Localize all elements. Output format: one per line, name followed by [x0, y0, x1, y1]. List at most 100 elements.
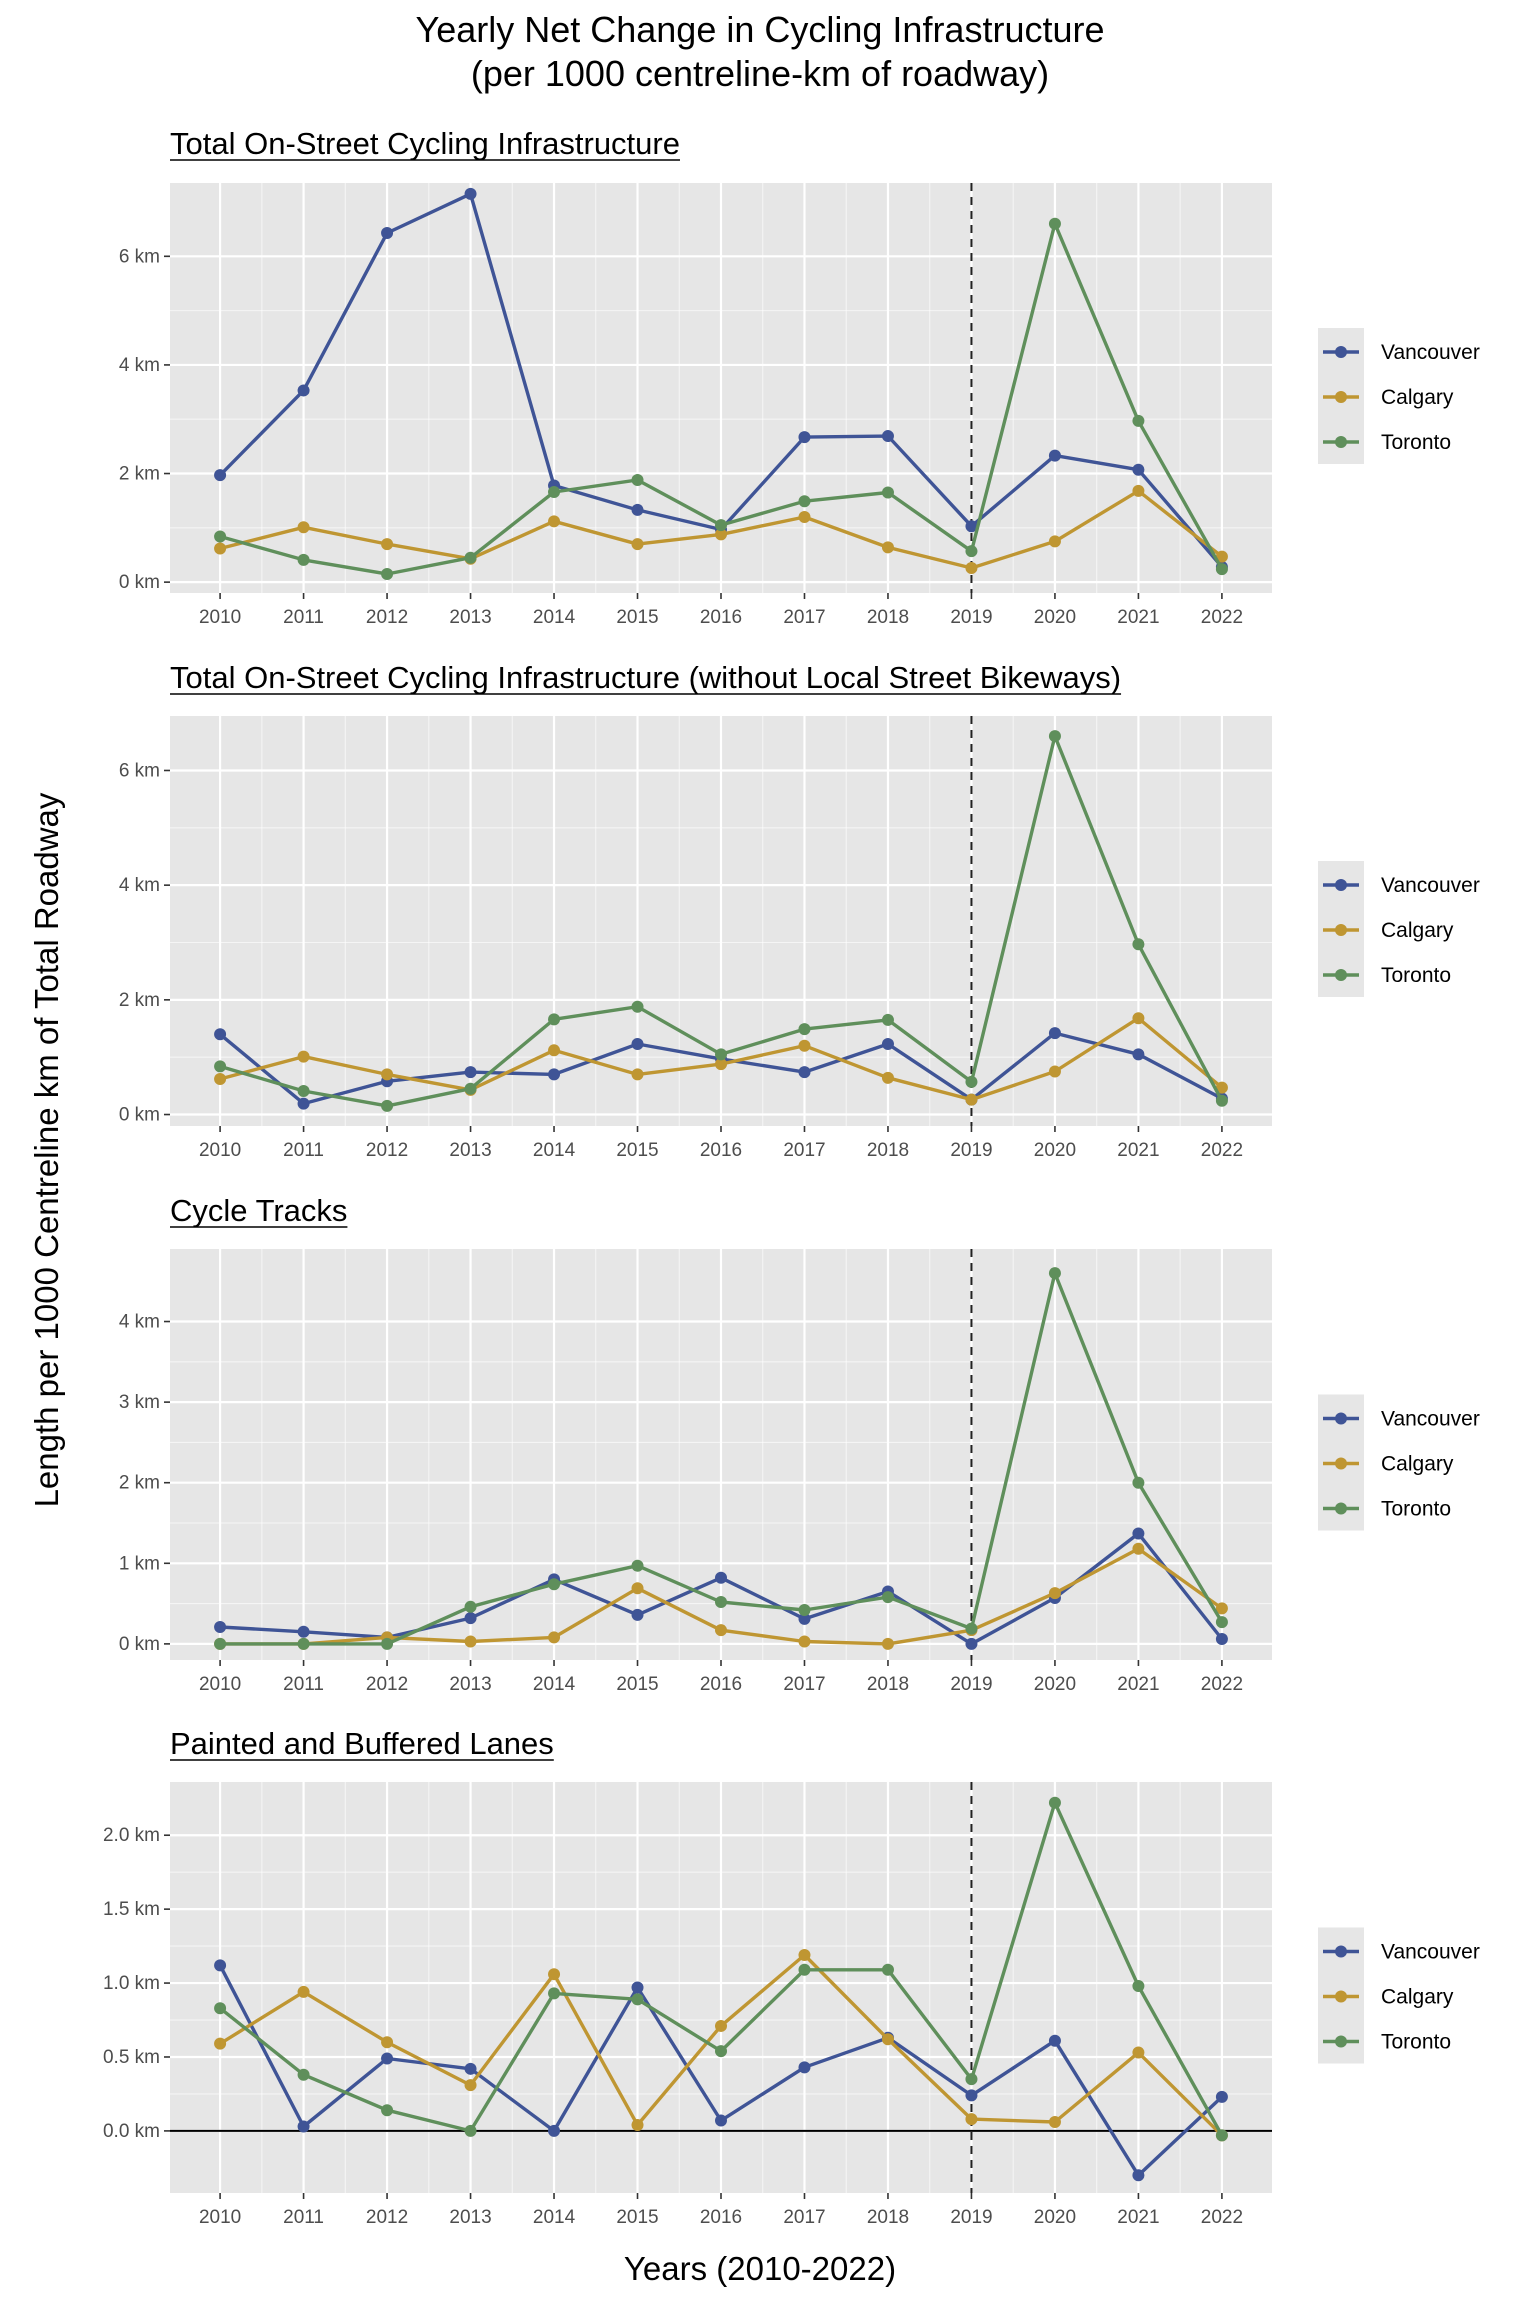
- data-point-toronto: [464, 1600, 477, 1613]
- data-point-toronto: [214, 530, 227, 543]
- data-point-toronto: [381, 2104, 394, 2117]
- data-point-calgary: [548, 1044, 561, 1057]
- data-point-calgary: [1132, 2046, 1145, 2059]
- y-tick-label: 0 km: [119, 1634, 160, 1655]
- x-tick-label: 2010: [199, 607, 241, 628]
- data-point-vancouver: [297, 384, 310, 397]
- data-point-toronto: [1132, 1476, 1145, 1489]
- data-point-calgary: [1048, 1065, 1061, 1078]
- data-point-toronto: [1132, 1980, 1145, 1993]
- data-point-toronto: [965, 1075, 978, 1088]
- data-point-calgary: [881, 541, 894, 554]
- data-point-vancouver: [631, 1981, 644, 1994]
- data-point-calgary: [715, 1624, 727, 1637]
- x-tick-label: 2012: [366, 2207, 408, 2228]
- x-tick-label: 2016: [700, 2207, 742, 2228]
- x-tick-label: 2011: [283, 1140, 324, 1161]
- legend: Vancouver Calgary Toronto: [1318, 1394, 1480, 1531]
- data-point-toronto: [881, 486, 894, 499]
- x-tick-label: 2017: [783, 2207, 825, 2228]
- data-point-vancouver: [1048, 449, 1061, 462]
- data-point-toronto: [548, 485, 561, 498]
- data-point-calgary: [881, 2033, 894, 2046]
- x-tick-label: 2021: [1117, 2207, 1159, 2228]
- x-tick-label: 2010: [199, 2207, 241, 2228]
- x-tick-label: 2018: [867, 1674, 909, 1695]
- legend-label: Calgary: [1381, 1986, 1454, 2009]
- data-point-vancouver: [214, 1028, 227, 1041]
- chart-panel-1: Total On-Street Cycling Infrastructure 0 …: [119, 126, 1480, 628]
- data-point-toronto: [548, 1578, 561, 1591]
- data-point-calgary: [631, 1068, 644, 1081]
- data-point-vancouver: [464, 187, 477, 200]
- legend-label: Toronto: [1381, 1498, 1451, 1521]
- data-point-toronto: [1215, 1094, 1228, 1107]
- data-point-vancouver: [381, 226, 394, 239]
- y-tick-label: 0 km: [119, 572, 160, 593]
- legend-key-point: [1335, 1945, 1347, 1958]
- y-tick-label: 1 km: [119, 1553, 160, 1574]
- y-tick-label: 3 km: [119, 1392, 160, 1413]
- x-tick-label: 2015: [616, 2207, 658, 2228]
- legend-label: Toronto: [1381, 2031, 1451, 2054]
- legend-key-point: [1335, 969, 1347, 981]
- x-tick-label: 2011: [283, 1674, 324, 1695]
- data-point-toronto: [715, 1048, 727, 1061]
- y-tick-label: 2 km: [119, 464, 160, 485]
- legend-label: Vancouver: [1381, 1941, 1480, 1964]
- y-tick-label: 6 km: [119, 246, 160, 267]
- legend-key-point: [1335, 2035, 1347, 2048]
- data-point-toronto: [798, 1963, 811, 1976]
- legend-key-point: [1335, 879, 1347, 891]
- data-point-vancouver: [297, 2120, 310, 2133]
- data-point-toronto: [631, 1993, 644, 2006]
- x-tick-label: 2016: [700, 1140, 742, 1161]
- y-tick-label: 0 km: [119, 1105, 160, 1126]
- data-point-toronto: [214, 2002, 227, 2015]
- x-tick-label: 2022: [1201, 2207, 1243, 2228]
- data-point-calgary: [965, 1093, 978, 1106]
- chart-panels: Total On-Street Cycling Infrastructure 0 …: [103, 126, 1480, 2228]
- data-point-calgary: [631, 2118, 644, 2131]
- legend-label: Vancouver: [1381, 1408, 1480, 1431]
- data-point-calgary: [214, 542, 227, 555]
- x-tick-label: 2015: [616, 607, 658, 628]
- y-tick-label: 0.5 km: [103, 2047, 160, 2068]
- data-point-vancouver: [1215, 1633, 1228, 1646]
- chart-panel-4: Painted and Buffered Lanes 0.0 km 0.5 km 1.…: [103, 1726, 1480, 2228]
- data-point-toronto: [297, 2068, 310, 2081]
- y-tick-label: 4 km: [119, 355, 160, 376]
- data-point-toronto: [715, 519, 727, 532]
- data-point-vancouver: [881, 430, 894, 443]
- data-point-toronto: [715, 1595, 727, 1608]
- data-point-calgary: [1132, 484, 1145, 497]
- data-point-vancouver: [631, 1608, 644, 1621]
- data-point-calgary: [548, 1631, 561, 1644]
- y-tick-label: 0.0 km: [103, 2121, 160, 2142]
- legend-key-point: [1335, 1990, 1347, 2003]
- data-point-calgary: [297, 1050, 310, 1063]
- data-point-toronto: [464, 551, 477, 564]
- data-point-calgary: [798, 1948, 811, 1961]
- data-point-toronto: [297, 1637, 310, 1650]
- figure-title-line1: Yearly Net Change in Cycling Infrastruct…: [415, 9, 1104, 50]
- data-point-toronto: [297, 1085, 310, 1098]
- x-tick-label: 2022: [1201, 1140, 1243, 1161]
- data-point-vancouver: [798, 1612, 811, 1625]
- data-point-calgary: [715, 1058, 727, 1071]
- x-tick-label: 2019: [950, 1674, 992, 1695]
- x-tick-label: 2017: [783, 1674, 825, 1695]
- x-tick-label: 2020: [1034, 2207, 1076, 2228]
- x-tick-label: 2011: [283, 2207, 324, 2228]
- data-point-calgary: [548, 515, 561, 528]
- data-point-toronto: [798, 1023, 811, 1036]
- x-tick-label: 2010: [199, 1674, 241, 1695]
- x-tick-label: 2019: [950, 607, 992, 628]
- data-point-toronto: [1048, 730, 1061, 743]
- panel-title: Total On-Street Cycling Infrastructure: [170, 126, 680, 161]
- data-point-toronto: [1215, 563, 1228, 576]
- x-tick-label: 2018: [867, 2207, 909, 2228]
- data-point-vancouver: [464, 1612, 477, 1625]
- data-point-calgary: [464, 1635, 477, 1648]
